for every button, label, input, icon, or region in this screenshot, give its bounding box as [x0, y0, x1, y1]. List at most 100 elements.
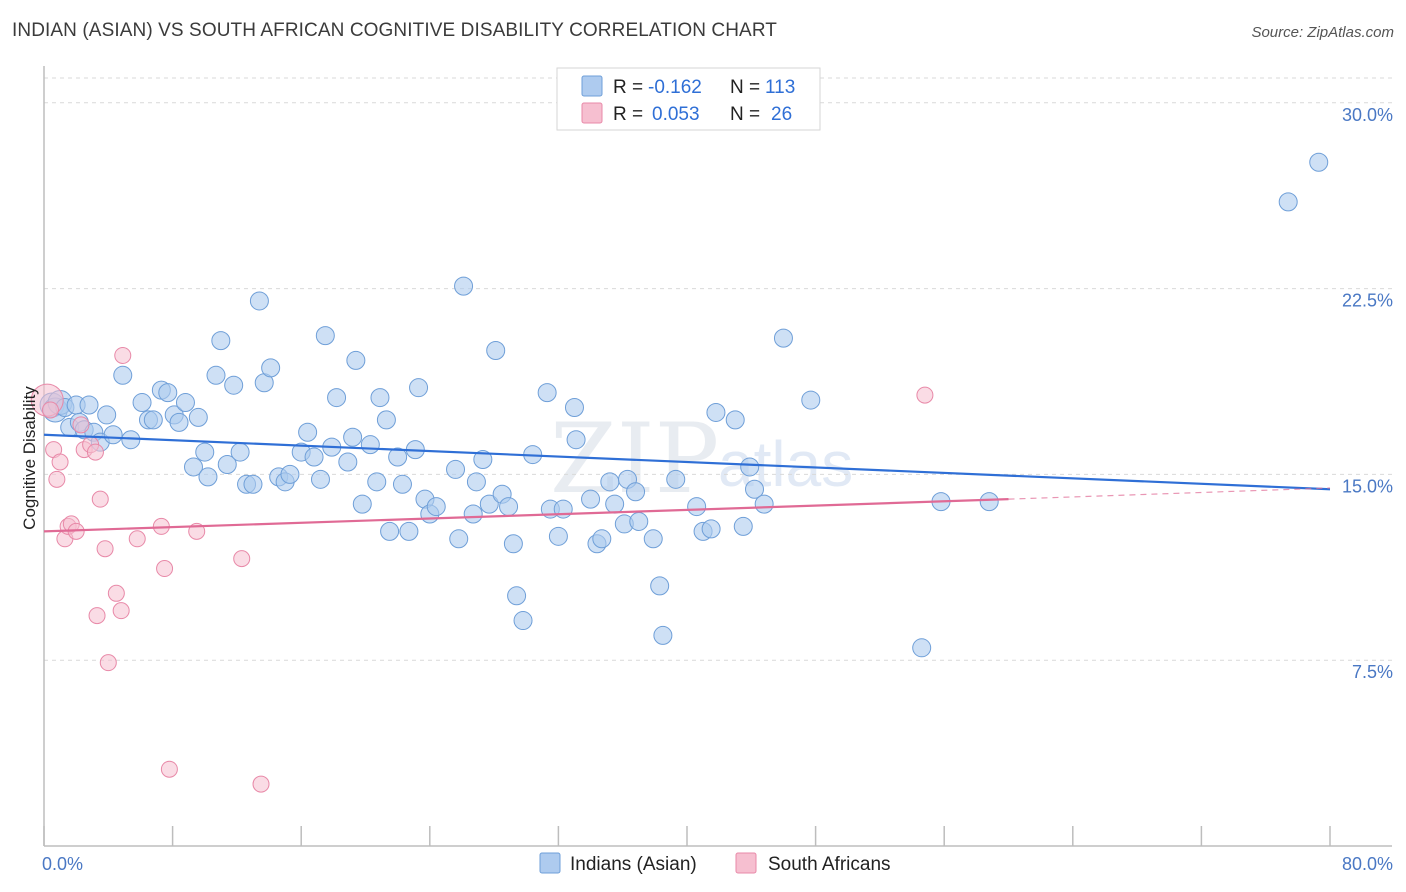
point-indians — [745, 479, 765, 499]
y-tick-label: 30.0% — [1342, 105, 1393, 125]
bottom-legend: Indians (Asian) South Africans — [539, 852, 891, 875]
point-indians — [376, 410, 396, 430]
trend-line-south-africans — [43, 498, 1009, 533]
legend-swatch-blue — [581, 75, 603, 97]
point-indians — [687, 497, 707, 517]
point-indians — [97, 405, 117, 425]
point-indians — [553, 499, 573, 519]
point-indians — [243, 474, 263, 494]
chart-title: INDIAN (ASIAN) VS SOUTH AFRICAN COGNITIV… — [12, 20, 778, 41]
point-indians — [643, 529, 663, 549]
point-south-africans — [72, 416, 90, 434]
point-indians — [103, 425, 123, 445]
point-indians — [1309, 152, 1329, 172]
point-south-africans — [96, 540, 114, 558]
point-indians — [650, 576, 670, 596]
point-indians — [327, 388, 347, 408]
point-south-africans — [233, 550, 251, 568]
trend-line-south-africans-extension — [1008, 487, 1331, 500]
legend-n-label-1: N = — [730, 77, 760, 98]
point-indians — [360, 435, 380, 455]
trend-line-indians — [43, 433, 1331, 491]
point-indians — [304, 447, 324, 467]
point-indians — [773, 328, 793, 348]
point-indians — [499, 497, 519, 517]
point-indians — [629, 511, 649, 531]
point-indians — [388, 447, 408, 467]
point-indians — [979, 492, 999, 512]
point-indians — [298, 422, 318, 442]
point-south-africans — [48, 470, 66, 488]
series-indians-points — [39, 152, 1329, 658]
y-tick-label: 7.5% — [1352, 662, 1393, 682]
point-indians — [343, 427, 363, 447]
point-indians — [399, 521, 419, 541]
point-south-africans — [99, 654, 117, 672]
point-indians — [454, 276, 474, 296]
point-indians — [600, 472, 620, 492]
point-indians — [754, 494, 774, 514]
point-south-africans — [156, 560, 174, 578]
point-indians — [380, 521, 400, 541]
point-indians — [367, 472, 387, 492]
point-indians — [653, 625, 673, 645]
point-south-africans — [51, 453, 69, 471]
point-south-africans — [88, 607, 106, 625]
gridlines — [44, 77, 1392, 661]
bottom-legend-swatch-blue — [539, 852, 561, 874]
point-south-africans — [114, 346, 132, 364]
point-indians — [706, 402, 726, 422]
point-indians — [230, 442, 250, 462]
point-indians — [310, 469, 330, 489]
point-indians — [1278, 192, 1298, 212]
point-indians — [370, 388, 390, 408]
bottom-legend-swatch-pink — [735, 852, 757, 874]
tick-labels: 7.5% 15.0% 22.5% 30.0% 0.0% 80.0% — [42, 105, 1393, 874]
point-indians — [537, 383, 557, 403]
point-indians — [626, 482, 646, 502]
legend-swatch-pink — [581, 102, 603, 124]
point-indians — [605, 494, 625, 514]
point-indians — [740, 457, 760, 477]
point-indians — [169, 412, 189, 432]
point-indians — [175, 393, 195, 413]
x-tick-label-max: 80.0% — [1342, 854, 1393, 874]
point-indians — [733, 516, 753, 536]
legend-r-value-1: -0.162 — [648, 77, 702, 98]
legend-r-value-2: 0.053 — [652, 104, 700, 125]
point-indians — [198, 467, 218, 487]
point-indians — [466, 472, 486, 492]
point-indians — [409, 378, 429, 398]
point-indians — [261, 358, 281, 378]
point-south-africans — [41, 401, 59, 419]
point-indians — [486, 341, 506, 361]
point-indians — [503, 534, 523, 554]
point-indians — [564, 397, 584, 417]
point-indians — [426, 497, 446, 517]
series-south-africans-points — [30, 346, 934, 793]
point-south-africans — [916, 386, 934, 404]
point-indians — [132, 393, 152, 413]
point-indians — [211, 331, 231, 351]
point-indians — [217, 454, 237, 474]
point-south-africans — [160, 760, 178, 778]
y-axis-label: Cognitive Disability — [20, 386, 39, 530]
point-indians — [338, 452, 358, 472]
point-south-africans — [107, 584, 125, 602]
point-indians — [392, 474, 412, 494]
legend-r-label-1: R = — [613, 77, 643, 98]
point-south-africans — [86, 443, 104, 461]
legend-n-value-2: 26 — [771, 104, 792, 125]
point-indians — [463, 504, 483, 524]
point-indians — [113, 365, 133, 385]
point-indians — [224, 375, 244, 395]
point-indians — [912, 638, 932, 658]
point-south-africans — [91, 490, 109, 508]
point-indians — [581, 489, 601, 509]
point-indians — [206, 365, 226, 385]
point-south-africans — [128, 530, 146, 548]
legend-n-value-1: 113 — [765, 77, 795, 98]
point-indians — [79, 395, 99, 415]
point-indians — [666, 469, 686, 489]
point-indians — [143, 410, 163, 430]
